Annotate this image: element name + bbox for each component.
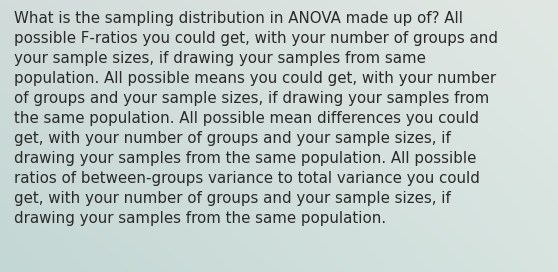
Text: What is the sampling distribution in ANOVA made up of? All
possible F-ratios you: What is the sampling distribution in ANO… [14,11,498,226]
